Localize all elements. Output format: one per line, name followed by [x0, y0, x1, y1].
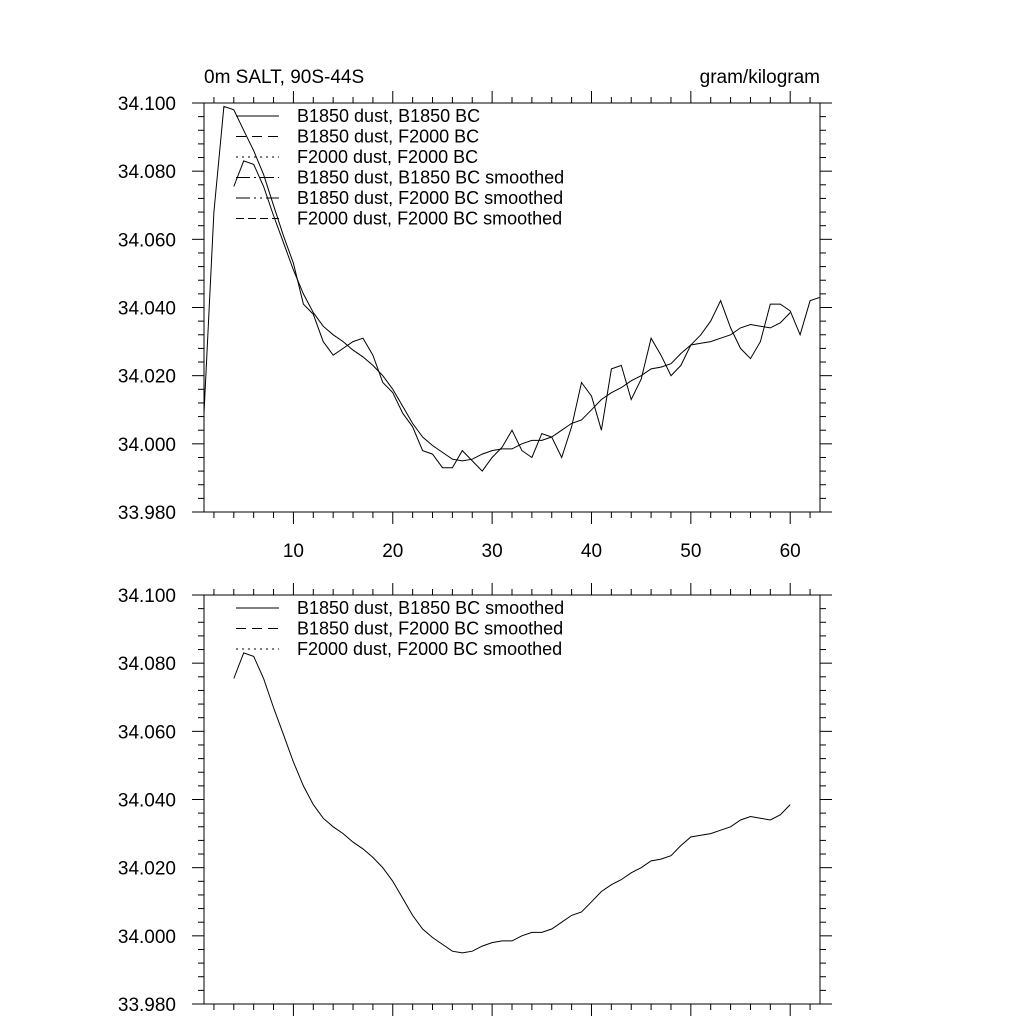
top-x-tick-label: 30	[482, 541, 503, 562]
bottom-panel: 34.100 34.080 34.060 34.040 34.020 34.000 33.9…	[118, 583, 832, 1016]
bottom-legend-label: B1850 dust, F2000 BC smoothed	[297, 619, 563, 639]
top-y-tick-label: 34.000	[118, 435, 176, 456]
top-y-tick-label: 34.040	[118, 299, 176, 320]
top-y-tick-label: 34.080	[118, 162, 176, 183]
top-x-tick-label: 40	[581, 541, 602, 562]
bottom-y-tick-label: 34.020	[118, 859, 176, 880]
bottom-y-tick-label: 34.080	[118, 654, 176, 675]
top-y-tick-label: 34.060	[118, 230, 176, 251]
top-legend-label: F2000 dust, F2000 BC smoothed	[297, 209, 562, 229]
bottom-legend-label: B1850 dust, B1850 BC smoothed	[297, 598, 564, 618]
top-y-tick-label: 33.980	[118, 503, 176, 524]
chart-title-left: 0m SALT, 90S-44S	[204, 67, 364, 88]
bottom-series-line-1	[233, 652, 791, 954]
top-legend-label: B1850 dust, B1850 BC	[297, 106, 480, 126]
top-legend-label: F2000 dust, F2000 BC	[297, 147, 478, 167]
top-x-tick-label: 60	[780, 541, 801, 562]
top-series-line-4	[233, 160, 791, 462]
top-y-tick-label: 34.100	[118, 94, 176, 115]
top-legend-label: B1850 dust, B1850 BC smoothed	[297, 168, 564, 188]
bottom-y-tick-label: 34.100	[118, 586, 176, 607]
chart-units-label: gram/kilogram	[700, 67, 820, 88]
top-legend-label: B1850 dust, F2000 BC	[297, 127, 479, 147]
bottom-y-tick-label: 33.980	[118, 995, 176, 1016]
bottom-y-tick-label: 34.000	[118, 927, 176, 948]
bottom-legend-label: F2000 dust, F2000 BC smoothed	[297, 639, 562, 659]
top-panel: 34.100 34.080 34.060 34.040 34.020 34.000 33.9…	[118, 91, 832, 562]
top-x-tick-label: 50	[680, 541, 701, 562]
top-y-tick-label: 34.020	[118, 367, 176, 388]
top-x-tick-label: 10	[283, 541, 304, 562]
top-x-tick-label: 20	[382, 541, 403, 562]
bottom-y-tick-label: 34.060	[118, 722, 176, 743]
top-series-line-1	[203, 105, 821, 472]
top-legend-label: B1850 dust, F2000 BC smoothed	[297, 188, 563, 208]
bottom-y-tick-label: 34.040	[118, 791, 176, 812]
